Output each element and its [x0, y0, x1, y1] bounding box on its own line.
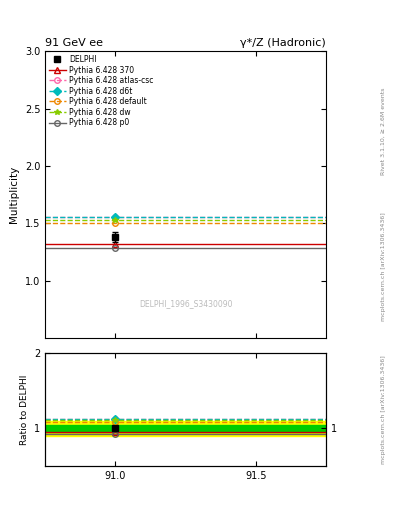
Y-axis label: Ratio to DELPHI: Ratio to DELPHI [20, 374, 29, 445]
Text: DELPHI_1996_S3430090: DELPHI_1996_S3430090 [139, 299, 232, 308]
Text: mcplots.cern.ch [arXiv:1306.3436]: mcplots.cern.ch [arXiv:1306.3436] [381, 212, 386, 321]
Text: Rivet 3.1.10, ≥ 2.6M events: Rivet 3.1.10, ≥ 2.6M events [381, 88, 386, 175]
Text: mcplots.cern.ch [arXiv:1306.3436]: mcplots.cern.ch [arXiv:1306.3436] [381, 355, 386, 464]
Y-axis label: Multiplicity: Multiplicity [9, 166, 19, 223]
Legend: DELPHI, Pythia 6.428 370, Pythia 6.428 atlas-csc, Pythia 6.428 d6t, Pythia 6.428: DELPHI, Pythia 6.428 370, Pythia 6.428 a… [48, 53, 155, 129]
Text: γ*/Z (Hadronic): γ*/Z (Hadronic) [241, 38, 326, 48]
Text: 91 GeV ee: 91 GeV ee [45, 38, 103, 48]
